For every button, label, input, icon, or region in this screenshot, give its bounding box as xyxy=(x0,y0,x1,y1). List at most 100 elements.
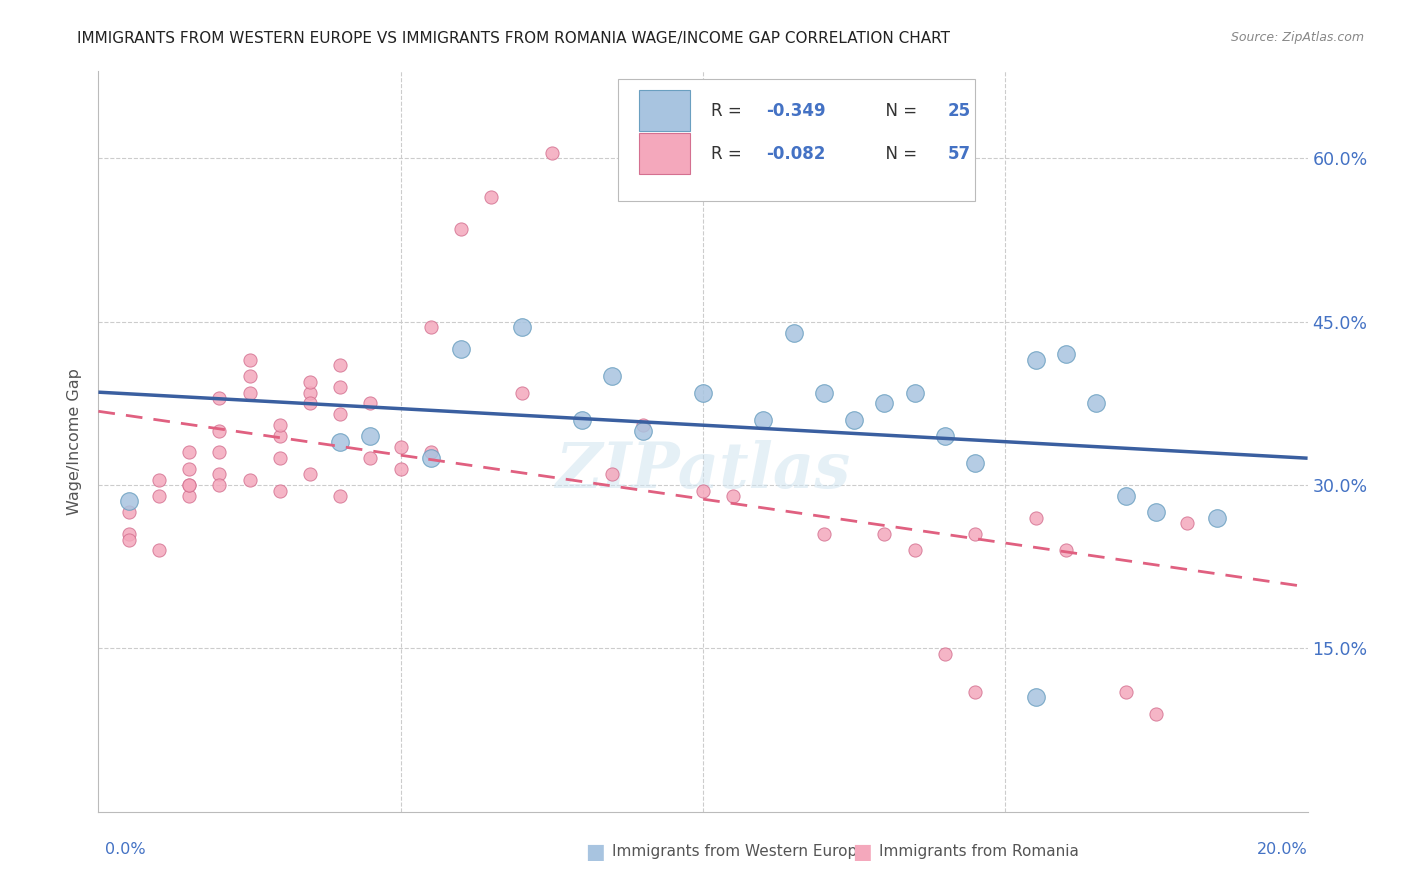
FancyBboxPatch shape xyxy=(638,133,690,174)
Point xyxy=(1024,690,1046,705)
Point xyxy=(631,424,654,438)
Point xyxy=(299,385,322,400)
Text: 0.0%: 0.0% xyxy=(105,842,146,856)
Point xyxy=(1054,543,1077,558)
Point xyxy=(179,462,201,476)
Point xyxy=(269,429,291,443)
Point xyxy=(631,418,654,433)
Point xyxy=(118,505,141,519)
Point xyxy=(360,396,382,410)
Point xyxy=(389,440,412,454)
Point xyxy=(450,342,472,356)
Point xyxy=(1054,347,1077,361)
Point xyxy=(813,527,835,541)
Point xyxy=(1206,510,1229,524)
Point xyxy=(873,396,896,410)
Point xyxy=(873,527,896,541)
Point xyxy=(571,413,593,427)
Point xyxy=(692,483,714,498)
Point xyxy=(208,391,231,405)
Text: 20.0%: 20.0% xyxy=(1257,842,1308,856)
Point xyxy=(179,445,201,459)
Point xyxy=(389,462,412,476)
Point xyxy=(239,352,262,367)
Text: ZIPatlas: ZIPatlas xyxy=(555,441,851,502)
Point xyxy=(540,146,562,161)
Text: IMMIGRANTS FROM WESTERN EUROPE VS IMMIGRANTS FROM ROMANIA WAGE/INCOME GAP CORREL: IMMIGRANTS FROM WESTERN EUROPE VS IMMIGR… xyxy=(77,31,950,46)
Point xyxy=(904,385,927,400)
Text: R =: R = xyxy=(711,145,748,162)
Point xyxy=(1024,352,1046,367)
Point xyxy=(844,413,866,427)
Text: 57: 57 xyxy=(948,145,970,162)
Point xyxy=(118,533,141,547)
Point xyxy=(1085,396,1108,410)
Point xyxy=(904,543,927,558)
Text: R =: R = xyxy=(711,102,748,120)
Point xyxy=(965,456,987,470)
Point xyxy=(329,359,352,373)
Point xyxy=(510,385,533,400)
Point xyxy=(208,445,231,459)
Point xyxy=(420,320,443,334)
Point xyxy=(118,494,141,508)
FancyBboxPatch shape xyxy=(638,90,690,131)
Point xyxy=(148,543,170,558)
Point xyxy=(692,385,714,400)
Point xyxy=(179,489,201,503)
Point xyxy=(1144,505,1167,519)
Point xyxy=(602,467,624,482)
Y-axis label: Wage/Income Gap: Wage/Income Gap xyxy=(67,368,83,515)
Point xyxy=(934,429,956,443)
Point xyxy=(360,450,382,465)
Point xyxy=(934,647,956,661)
Point xyxy=(420,450,443,465)
Point xyxy=(179,478,201,492)
Point xyxy=(118,527,141,541)
Point xyxy=(269,418,291,433)
Point xyxy=(208,424,231,438)
Point xyxy=(752,413,775,427)
Point xyxy=(208,467,231,482)
Point xyxy=(239,369,262,384)
FancyBboxPatch shape xyxy=(619,78,976,201)
Point xyxy=(179,478,201,492)
Text: N =: N = xyxy=(875,102,922,120)
Point xyxy=(602,369,624,384)
Text: Immigrants from Romania: Immigrants from Romania xyxy=(879,845,1078,859)
Point xyxy=(420,445,443,459)
Point xyxy=(1115,685,1137,699)
Point xyxy=(208,478,231,492)
Text: 25: 25 xyxy=(948,102,970,120)
Point xyxy=(965,527,987,541)
Point xyxy=(148,489,170,503)
Point xyxy=(329,380,352,394)
Text: ■: ■ xyxy=(852,842,872,862)
Point xyxy=(148,473,170,487)
Text: -0.082: -0.082 xyxy=(766,145,825,162)
Text: Source: ZipAtlas.com: Source: ZipAtlas.com xyxy=(1230,31,1364,45)
Point xyxy=(723,489,745,503)
Point xyxy=(1115,489,1137,503)
Point xyxy=(510,320,533,334)
Point xyxy=(329,407,352,421)
Text: ■: ■ xyxy=(585,842,605,862)
Point xyxy=(329,434,352,449)
Point xyxy=(299,467,322,482)
Point xyxy=(239,473,262,487)
Text: -0.349: -0.349 xyxy=(766,102,825,120)
Text: Immigrants from Western Europe: Immigrants from Western Europe xyxy=(612,845,866,859)
Point xyxy=(783,326,806,340)
Point xyxy=(269,483,291,498)
Point xyxy=(1144,706,1167,721)
Point xyxy=(239,385,262,400)
Point xyxy=(450,222,472,236)
Point xyxy=(329,489,352,503)
Text: N =: N = xyxy=(875,145,922,162)
Point xyxy=(1024,510,1046,524)
Point xyxy=(299,375,322,389)
Point xyxy=(481,189,503,203)
Point xyxy=(1175,516,1198,531)
Point xyxy=(299,396,322,410)
Point xyxy=(965,685,987,699)
